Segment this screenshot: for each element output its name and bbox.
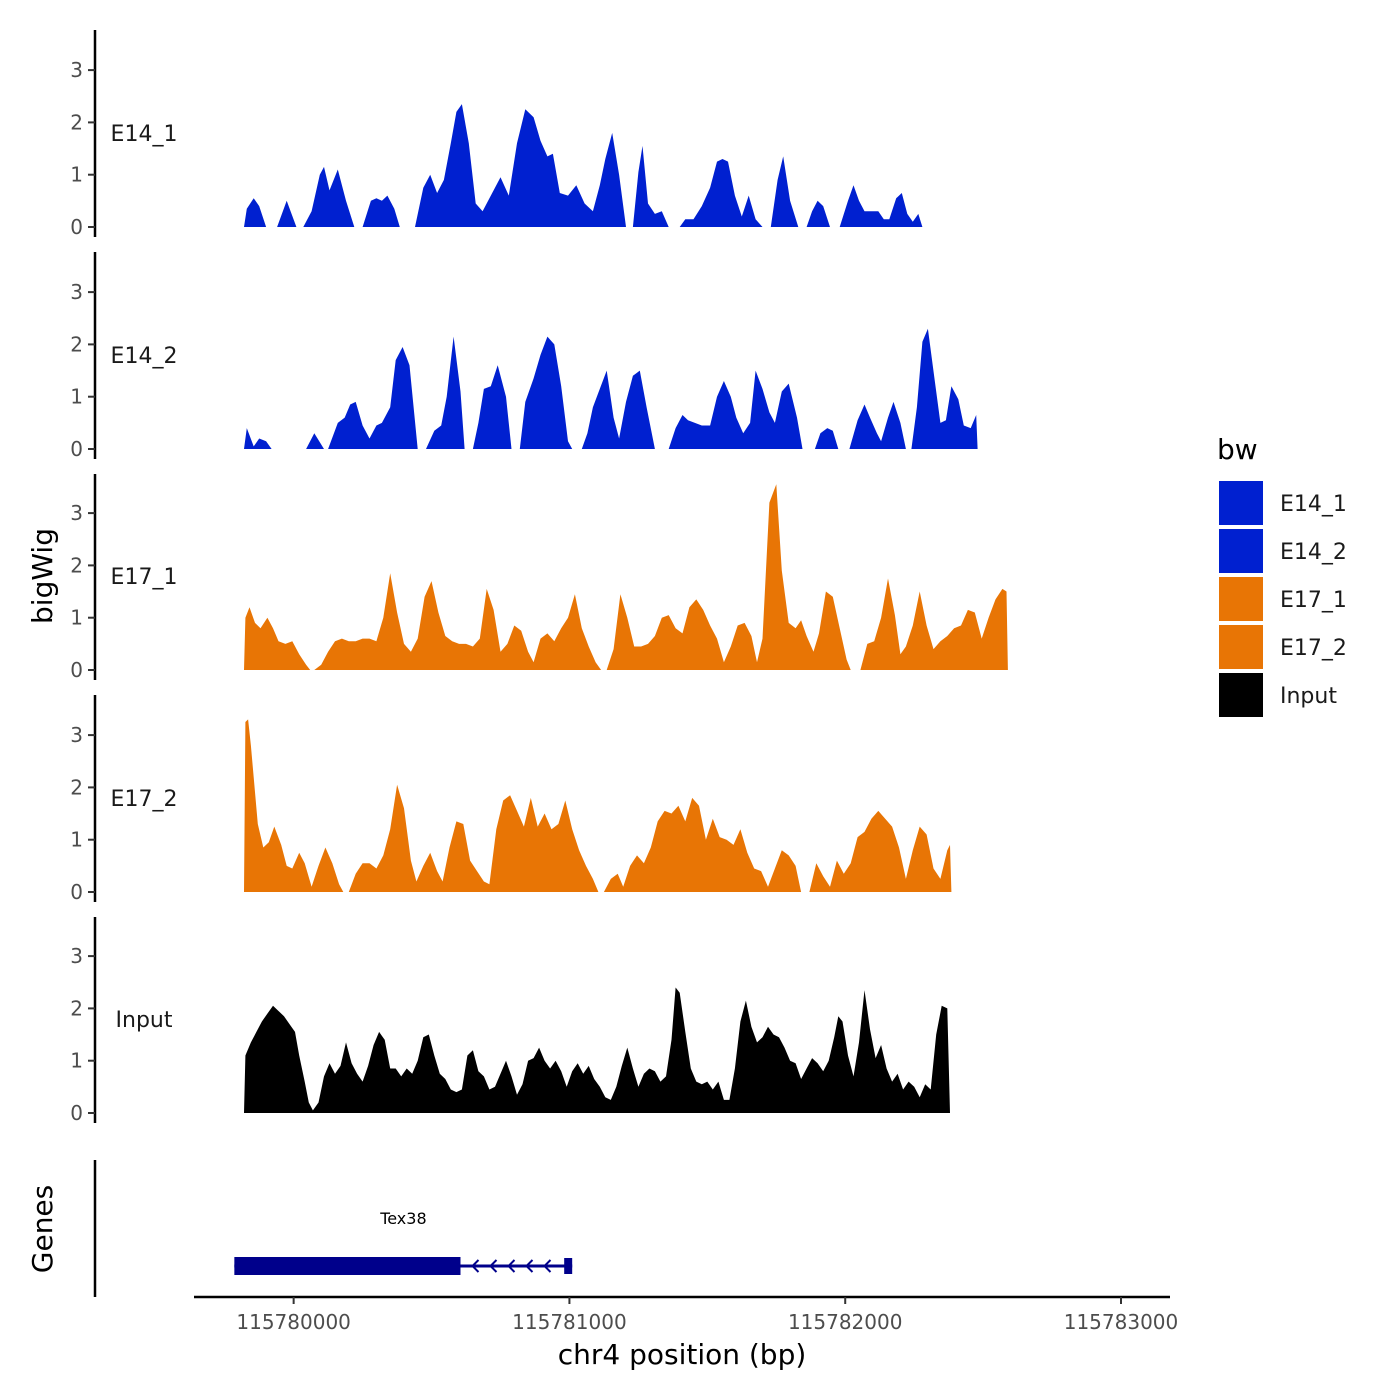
y-tick-label-e17-2-2: 2	[70, 775, 83, 799]
legend-swatch-e14-1	[1219, 481, 1263, 525]
legend-label-e17-1: E17_1	[1280, 588, 1347, 613]
legend-label-input: Input	[1280, 684, 1337, 709]
y-tick-label-e14-2-1: 1	[70, 385, 83, 409]
x-tick-label-0: 115780000	[236, 1310, 351, 1334]
track-label-e17-2: E17_2	[111, 787, 178, 812]
y-tick-label-e14-2-3: 3	[70, 280, 83, 304]
x-tick-label-2: 115782000	[788, 1310, 903, 1334]
coverage-area-e14-2	[244, 328, 978, 449]
y-tick-label-e14-2-0: 0	[70, 437, 83, 461]
track-label-e17-1: E17_1	[111, 565, 178, 590]
y-tick-label-input-3: 3	[70, 944, 83, 968]
y-tick-label-e14-1-2: 2	[70, 110, 83, 134]
y-tick-label-e17-1-0: 0	[70, 658, 83, 682]
legend-label-e17-2: E17_2	[1280, 636, 1347, 661]
y-tick-label-e17-2-0: 0	[70, 880, 83, 904]
legend-swatch-input	[1219, 673, 1263, 717]
genes-axis-title: Genes	[26, 1185, 59, 1273]
gene-strand-arrow	[489, 1259, 498, 1273]
y-tick-label-input-1: 1	[70, 1049, 83, 1073]
track-label-e14-1: E14_1	[111, 122, 178, 147]
x-tick-label-1: 115781000	[512, 1310, 627, 1334]
y-tick-label-e17-2-3: 3	[70, 723, 83, 747]
gene-exon-tex38	[234, 1257, 461, 1275]
legend-label-e14-2: E14_2	[1280, 540, 1347, 565]
coverage-area-input	[244, 987, 950, 1113]
y-axis-title: bigWig	[26, 528, 59, 624]
y-tick-label-input-0: 0	[70, 1101, 83, 1125]
gene-strand-arrow	[471, 1259, 480, 1273]
y-tick-label-input-2: 2	[70, 996, 83, 1020]
legend-label-e14-1: E14_1	[1280, 492, 1347, 517]
y-tick-label-e14-1-1: 1	[70, 163, 83, 187]
x-axis-title: chr4 position (bp)	[558, 1338, 807, 1371]
y-tick-label-e17-1-2: 2	[70, 553, 83, 577]
gene-end-exon-tex38	[564, 1258, 573, 1274]
y-tick-label-e17-2-1: 1	[70, 828, 83, 852]
coverage-area-e17-2	[244, 719, 952, 892]
gene-strand-arrow	[543, 1259, 552, 1273]
track-label-input: Input	[116, 1008, 173, 1033]
y-tick-label-e17-1-1: 1	[70, 606, 83, 630]
legend-swatch-e17-2	[1219, 625, 1263, 669]
legend-swatch-e17-1	[1219, 577, 1263, 621]
y-tick-label-e14-1-3: 3	[70, 58, 83, 82]
coverage-area-e14-1	[244, 104, 923, 227]
track-label-e14-2: E14_2	[111, 344, 178, 369]
y-tick-label-e14-2-2: 2	[70, 332, 83, 356]
legend-swatch-e14-2	[1219, 529, 1263, 573]
y-tick-label-e14-1-0: 0	[70, 215, 83, 239]
gene-strand-arrow	[525, 1259, 534, 1273]
y-tick-label-e17-1-3: 3	[70, 501, 83, 525]
coverage-area-e17-1	[244, 484, 1008, 670]
gene-strand-arrow	[507, 1259, 516, 1273]
x-tick-label-3: 115783000	[1064, 1310, 1179, 1334]
legend-title: bw	[1217, 433, 1258, 466]
gene-label-tex38: Tex38	[379, 1209, 426, 1228]
